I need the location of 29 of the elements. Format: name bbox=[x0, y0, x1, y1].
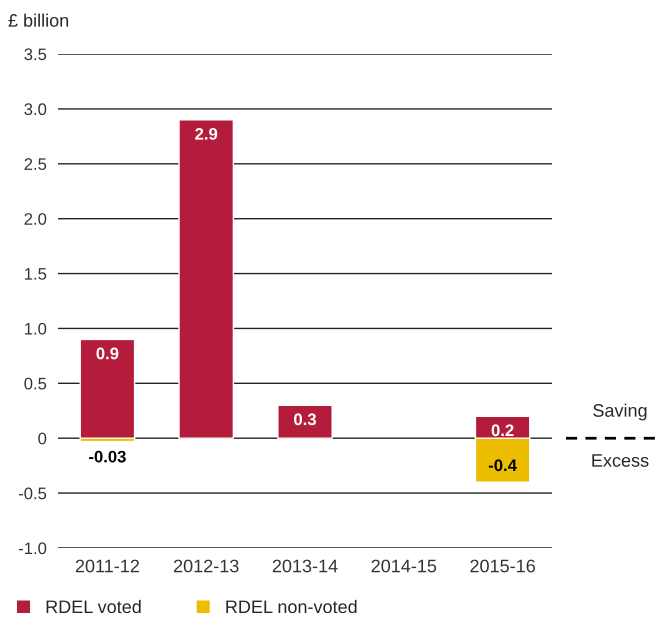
y-tick-label: 0.5 bbox=[24, 378, 46, 390]
text: Saving bbox=[593, 404, 646, 420]
data-label: 2.9 bbox=[195, 128, 218, 140]
y-tick-label: 1.0 bbox=[24, 322, 46, 335]
y-tick-label: 2.0 bbox=[24, 213, 46, 225]
x-tick-label: 2013-14 bbox=[272, 560, 338, 572]
bar bbox=[277, 404, 333, 439]
y-tick-label: 0 bbox=[38, 432, 46, 444]
bar bbox=[178, 119, 234, 439]
y-axis-title: £ billion bbox=[8, 14, 68, 27]
y-tick-label: 3.5 bbox=[24, 48, 46, 60]
x-tick-label: 2012-13 bbox=[174, 560, 239, 572]
legend-label: RDEL non-voted bbox=[226, 600, 357, 614]
x-tick-label: 2011-12 bbox=[76, 560, 139, 572]
legend-label: RDEL voted bbox=[46, 600, 141, 614]
bar bbox=[80, 338, 136, 439]
data-label: -0.03 bbox=[89, 450, 126, 463]
data-label: 0.2 bbox=[492, 424, 514, 436]
y-tick-label: 3.0 bbox=[24, 103, 46, 116]
text: Excess bbox=[592, 454, 648, 467]
y-tick-label: 2.5 bbox=[24, 158, 46, 170]
y-tick-label: -1.0 bbox=[18, 542, 46, 554]
data-label: 0.9 bbox=[96, 348, 118, 360]
y-tick-label: -0.5 bbox=[18, 488, 46, 500]
x-tick-label: 2015-16 bbox=[470, 560, 535, 572]
y-tick-label: 1.5 bbox=[24, 268, 46, 280]
data-label: 0.3 bbox=[294, 413, 316, 426]
x-tick-label: 2014-15 bbox=[372, 560, 436, 572]
data-label: -0.4 bbox=[488, 459, 517, 472]
